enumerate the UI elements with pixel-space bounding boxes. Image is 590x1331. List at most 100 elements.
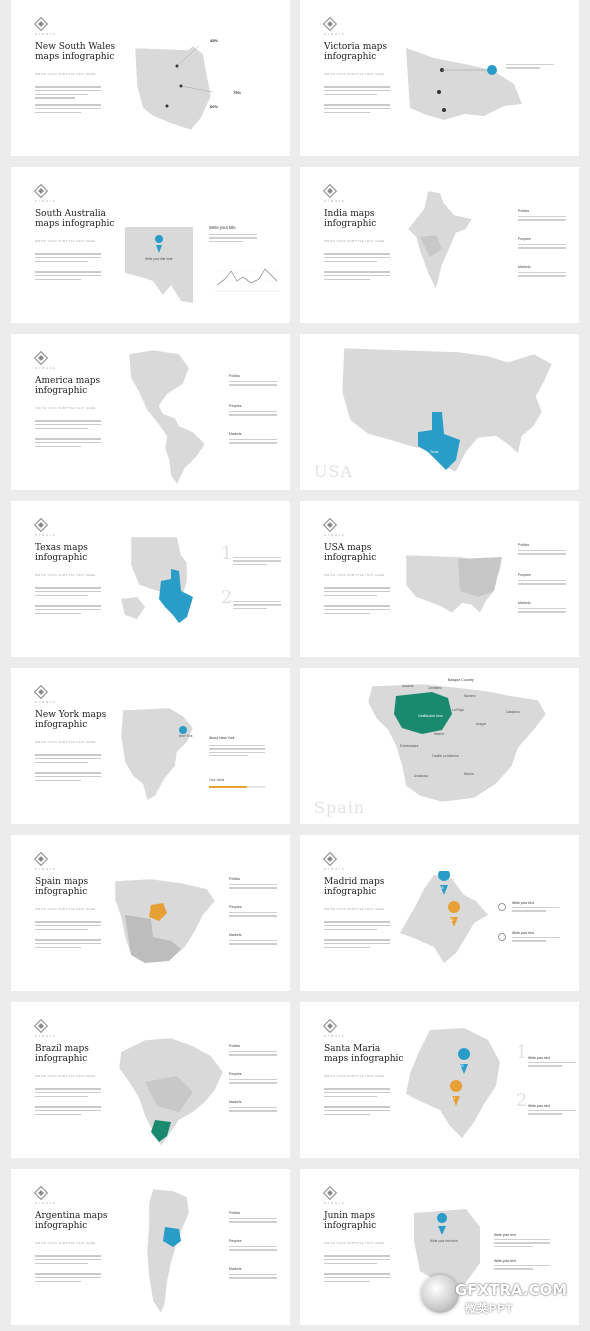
slide-madrid[interactable]: C I N A I A Madrid maps infographic WRIT… bbox=[300, 835, 579, 991]
slide-new-york[interactable]: C I N A I A New York maps infographic WR… bbox=[11, 668, 290, 824]
logo-text: C I N A I A bbox=[324, 32, 345, 36]
text-label-2: Write your text bbox=[528, 1104, 550, 1108]
pin-value-2: 5.4 bbox=[451, 1096, 456, 1100]
text-block bbox=[324, 587, 390, 598]
region-label: Madrid bbox=[434, 732, 444, 736]
logo-text: C I N A I A bbox=[324, 867, 345, 871]
slide-junin[interactable]: C I N A I A Junin maps infographic WRITE… bbox=[300, 1169, 579, 1325]
mini-line-chart bbox=[209, 261, 279, 295]
logo-text: C I N A I A bbox=[35, 1034, 56, 1038]
slide-india[interactable]: C I N A I A India maps infographic WRITE… bbox=[300, 167, 579, 323]
step-number-1: 1 bbox=[516, 1042, 528, 1063]
region-label: Andalusia bbox=[414, 774, 428, 778]
text-block bbox=[494, 1239, 550, 1249]
text-block bbox=[324, 104, 390, 115]
slide-title: New South Wales maps infographic bbox=[35, 42, 116, 62]
legend-markets: Markets bbox=[229, 1100, 277, 1114]
progress-fill bbox=[209, 786, 248, 788]
logo-icon bbox=[322, 183, 338, 199]
step-number-1: 1 bbox=[221, 543, 233, 564]
text-block bbox=[528, 1110, 576, 1117]
country-label: USA bbox=[314, 462, 353, 481]
slide-title: Texas maps infographic bbox=[35, 543, 88, 563]
region-label: Catalonia bbox=[506, 710, 520, 714]
slide-subtitle: WRITE YOUR SUBTITLE TEXT HERE bbox=[35, 406, 96, 410]
slide-argentina[interactable]: C I N A I A Argentina maps infographic W… bbox=[11, 1169, 290, 1325]
legend-markets: Markets bbox=[518, 601, 566, 615]
step-number-2: 2 bbox=[516, 1090, 528, 1111]
brazil-map bbox=[115, 1036, 225, 1148]
slide-spain[interactable]: C I N A I A Spain maps infographic WRITE… bbox=[11, 835, 290, 991]
slide-texas[interactable]: C I N A I A Texas maps infographic WRITE… bbox=[11, 501, 290, 657]
text-block bbox=[35, 104, 101, 115]
santa-maria-map bbox=[400, 1026, 504, 1140]
logo-text: C I N A I A bbox=[35, 700, 56, 704]
text-label-2: Write your text bbox=[512, 931, 534, 935]
logo-text: C I N A I A bbox=[35, 32, 56, 36]
slide-nsw[interactable]: C I N A I A New South Wales maps infogra… bbox=[11, 0, 290, 156]
slide-title: USA maps infographic bbox=[324, 543, 377, 563]
slide-usa-big[interactable]: USA Texas bbox=[300, 334, 579, 490]
slide-brazil[interactable]: C I N A I A Brazil maps infographic WRIT… bbox=[11, 1002, 290, 1158]
text-block bbox=[209, 745, 265, 758]
victoria-map bbox=[404, 44, 524, 124]
watermark: GFXTRA.COM 微荚PPT bbox=[421, 1269, 571, 1319]
region-label: Cantabria bbox=[428, 686, 442, 690]
slide-title: Victoria maps infographic bbox=[324, 42, 387, 62]
region-label: Navarra bbox=[464, 694, 476, 698]
slide-spain-big[interactable]: Basque Country Asturias Cantabria Navarr… bbox=[300, 668, 579, 824]
slide-title: Santa Maria maps infographic bbox=[324, 1044, 404, 1064]
slide-santa-maria[interactable]: C I N A I A Santa Maria maps infographic… bbox=[300, 1002, 579, 1158]
logo-text: C I N A I A bbox=[324, 1201, 345, 1205]
text-block bbox=[35, 253, 101, 264]
logo-text: C I N A I A bbox=[35, 366, 56, 370]
logo-icon bbox=[33, 1185, 49, 1201]
text-block bbox=[35, 605, 101, 616]
slide-victoria[interactable]: C I N A I A Victoria maps infographic WR… bbox=[300, 0, 579, 156]
progress-track bbox=[209, 786, 265, 788]
text-label-1: Write your text bbox=[528, 1056, 550, 1060]
text-label-1: Write your text bbox=[494, 1233, 516, 1237]
slide-usa[interactable]: C I N A I A USA maps infographic WRITE Y… bbox=[300, 501, 579, 657]
text-block bbox=[35, 1255, 101, 1266]
slide-south-australia[interactable]: C I N A I A South Australia maps infogra… bbox=[11, 167, 290, 323]
logo-text: C I N A I A bbox=[35, 199, 56, 203]
text-block bbox=[324, 1088, 390, 1099]
logo-icon bbox=[322, 851, 338, 867]
bar-label: Your Value bbox=[209, 778, 225, 782]
text-block bbox=[324, 271, 390, 282]
section-title: About New York bbox=[209, 736, 235, 740]
legend-politics: Politics bbox=[518, 543, 566, 557]
slide-title: Madrid maps infographic bbox=[324, 877, 385, 897]
compass-icon bbox=[498, 903, 506, 911]
text-block bbox=[35, 921, 101, 932]
logo-icon bbox=[322, 1185, 338, 1201]
text-block bbox=[506, 64, 554, 71]
logo-icon bbox=[33, 350, 49, 366]
slide-title: America maps infographic bbox=[35, 376, 101, 396]
logo-icon bbox=[322, 16, 338, 32]
text-block bbox=[512, 937, 560, 944]
madrid-map bbox=[394, 871, 490, 967]
chart-title: Write your title bbox=[209, 225, 236, 230]
spain-map bbox=[111, 875, 221, 967]
pin-value-1: 78 bbox=[440, 886, 444, 890]
slide-subtitle: WRITE YOUR SUBTITLE TEXT HERE bbox=[324, 1074, 385, 1078]
logo-icon bbox=[33, 851, 49, 867]
text-block bbox=[35, 271, 101, 282]
link-icon bbox=[498, 933, 506, 941]
logo-icon bbox=[33, 684, 49, 700]
slide-america[interactable]: C I N A I A America maps infographic WRI… bbox=[11, 334, 290, 490]
text-block bbox=[324, 253, 390, 264]
text-block bbox=[324, 921, 390, 932]
slide-subtitle: WRITE YOUR SUBTITLE TEXT HERE bbox=[35, 573, 96, 577]
logo-icon bbox=[33, 183, 49, 199]
logo-icon bbox=[33, 16, 49, 32]
legend-markets: Markets bbox=[229, 1267, 277, 1281]
pin-value-1: 25 bbox=[460, 1064, 464, 1068]
legend-politics: Politics bbox=[229, 877, 277, 891]
slide-subtitle: WRITE YOUR SUBTITLE TEXT HERE bbox=[35, 72, 96, 76]
india-map bbox=[406, 189, 476, 293]
logo-text: C I N A I A bbox=[324, 533, 345, 537]
slide-title: South Australia maps infographic bbox=[35, 209, 115, 229]
